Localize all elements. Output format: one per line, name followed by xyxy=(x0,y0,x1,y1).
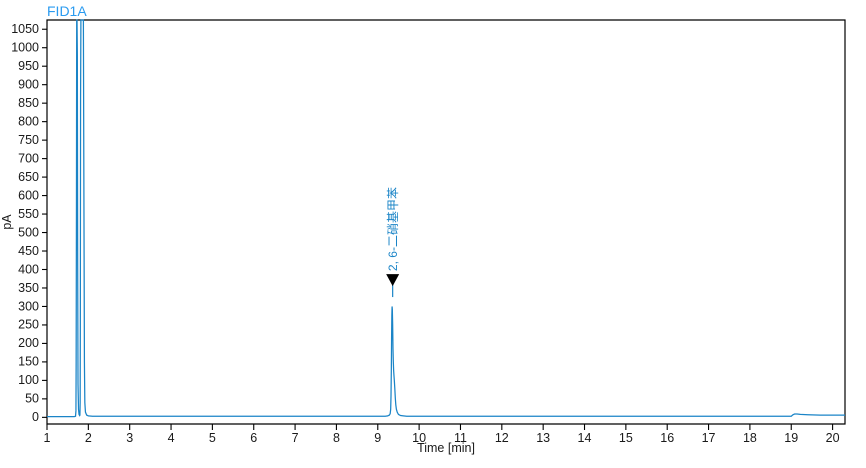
y-tick-label: 700 xyxy=(18,151,39,165)
x-tick-label: 8 xyxy=(333,431,340,445)
y-tick-label: 150 xyxy=(18,355,39,369)
y-axis: 0 50 100 150 200 250 300 350 400 450 500 550 600 650 7… xyxy=(11,22,47,424)
y-axis-title: pA xyxy=(0,214,14,230)
y-tick-label: 350 xyxy=(18,281,39,295)
y-tick-label: 50 xyxy=(25,392,39,406)
peak-name-label: 2, 6-二硝基甲苯 xyxy=(386,187,400,271)
y-tick-label: 850 xyxy=(18,96,39,110)
y-tick-label: 0 xyxy=(32,410,39,424)
y-tick-label: 250 xyxy=(18,318,39,332)
peak-marker-triangle xyxy=(386,274,400,287)
y-tick-label: 900 xyxy=(18,77,39,91)
x-axis: 1 2 3 4 5 6 7 8 9 10 11 12 13 14 15 16 17 18 19 20 xyxy=(44,424,840,445)
x-tick-label: 20 xyxy=(826,431,840,445)
x-tick-label: 4 xyxy=(168,431,175,445)
x-tick-label: 6 xyxy=(250,431,257,445)
x-axis-title: Time [min] xyxy=(417,441,475,455)
y-tick-label: 550 xyxy=(18,207,39,221)
x-tick-label: 15 xyxy=(619,431,633,445)
signal-trace xyxy=(47,19,845,418)
y-tick-label: 200 xyxy=(18,336,39,350)
x-tick-label: 2 xyxy=(85,431,92,445)
y-tick-label: 1050 xyxy=(11,22,39,36)
y-tick-label: 450 xyxy=(18,244,39,258)
x-tick-label: 7 xyxy=(292,431,299,445)
signal-name-label: FID1A xyxy=(47,3,87,19)
x-tick-label: 14 xyxy=(578,431,592,445)
peak-annotation-group: 2, 6-二硝基甲苯 xyxy=(386,187,400,298)
x-tick-label: 1 xyxy=(44,431,51,445)
y-tick-label: 400 xyxy=(18,262,39,276)
x-tick-label: 19 xyxy=(784,431,798,445)
y-tick-label: 950 xyxy=(18,59,39,73)
x-tick-label: 16 xyxy=(660,431,674,445)
y-tick-label: 650 xyxy=(18,170,39,184)
x-tick-label: 5 xyxy=(209,431,216,445)
y-tick-label: 750 xyxy=(18,133,39,147)
plot-frame xyxy=(46,19,846,425)
y-tick-label: 500 xyxy=(18,225,39,239)
x-tick-label: 10 xyxy=(412,431,426,445)
x-tick-label: 18 xyxy=(743,431,757,445)
x-tick-label: 11 xyxy=(454,431,467,445)
x-tick-label: 13 xyxy=(536,431,550,445)
x-tick-label: 9 xyxy=(374,431,381,445)
y-tick-label: 600 xyxy=(18,188,39,202)
y-tick-label: 1000 xyxy=(11,41,39,55)
x-tick-label: 12 xyxy=(495,431,509,445)
y-tick-label: 300 xyxy=(18,299,39,313)
y-tick-label: 100 xyxy=(18,373,39,387)
x-tick-label: 17 xyxy=(702,431,716,445)
x-tick-label: 3 xyxy=(126,431,133,445)
y-tick-label: 800 xyxy=(18,114,39,128)
